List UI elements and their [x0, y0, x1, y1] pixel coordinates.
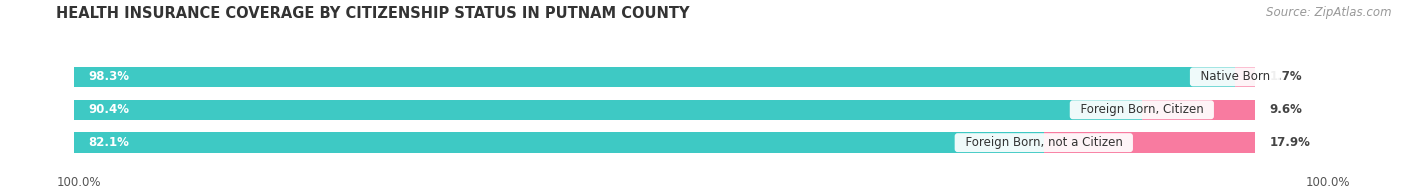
Bar	[75, 67, 1256, 87]
Bar	[1142, 100, 1256, 120]
Text: 17.9%: 17.9%	[1270, 136, 1310, 149]
Bar	[1043, 132, 1256, 153]
Text: Source: ZipAtlas.com: Source: ZipAtlas.com	[1267, 6, 1392, 19]
Text: 100.0%: 100.0%	[1305, 176, 1350, 189]
Text: Foreign Born, not a Citizen: Foreign Born, not a Citizen	[957, 136, 1130, 149]
Text: Native Born: Native Born	[1192, 70, 1278, 83]
Text: 100.0%: 100.0%	[56, 176, 101, 189]
Bar	[75, 132, 1043, 153]
Bar	[1236, 67, 1256, 87]
Bar	[75, 100, 1256, 120]
Bar	[75, 132, 1256, 153]
Text: 82.1%: 82.1%	[89, 136, 129, 149]
Bar	[75, 100, 1142, 120]
Text: 1.7%: 1.7%	[1270, 70, 1302, 83]
Text: 98.3%: 98.3%	[89, 70, 129, 83]
Text: Foreign Born, Citizen: Foreign Born, Citizen	[1073, 103, 1211, 116]
Text: 9.6%: 9.6%	[1270, 103, 1302, 116]
Bar	[75, 67, 1236, 87]
Text: HEALTH INSURANCE COVERAGE BY CITIZENSHIP STATUS IN PUTNAM COUNTY: HEALTH INSURANCE COVERAGE BY CITIZENSHIP…	[56, 6, 690, 21]
Text: 90.4%: 90.4%	[89, 103, 129, 116]
